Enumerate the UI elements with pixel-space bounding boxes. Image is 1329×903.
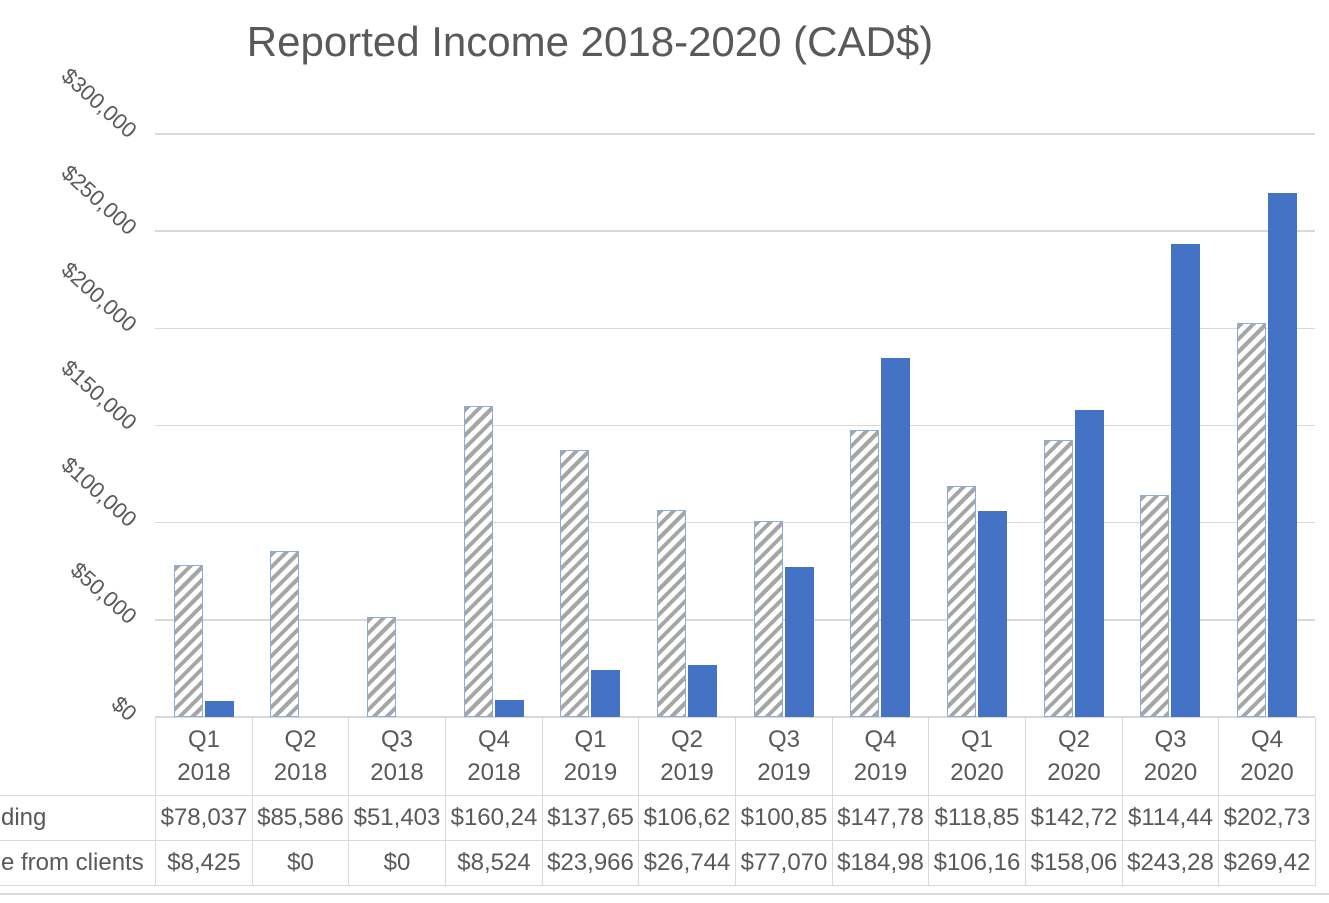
- bar-ding-Q3-2019: [753, 521, 783, 717]
- y-gridline: [155, 619, 1315, 621]
- table-value-cell: $269,42: [1218, 840, 1316, 886]
- bar-clients-Q4-2018: [494, 700, 524, 717]
- category-year: 2020: [1143, 758, 1198, 786]
- bar-clients-Q1-2018: [204, 700, 234, 717]
- table-value-cell: $85,586: [252, 795, 349, 841]
- x-axis-category-cell: Q3 2019: [735, 717, 833, 796]
- x-axis-category-cell: Q3 2020: [1122, 717, 1219, 796]
- table-value-cell: $23,966: [542, 840, 639, 886]
- category-year: 2020: [950, 758, 1004, 786]
- category-year: 2019: [563, 758, 618, 786]
- category-quarter: Q2: [284, 726, 317, 754]
- bar-ding-Q3-2018: [366, 617, 396, 717]
- category-year: 2019: [757, 758, 811, 786]
- bar-clients-Q2-2020: [1074, 409, 1104, 717]
- x-axis-category-cell: Q4 2020: [1218, 717, 1316, 796]
- x-axis-category-cell: Q1 2020: [928, 717, 1026, 796]
- table-value-cell: $243,28: [1122, 840, 1219, 886]
- table-value-cell: $158,06: [1025, 840, 1123, 886]
- y-gridline: [155, 521, 1315, 524]
- table-value-cell: $8,425: [155, 840, 253, 886]
- category-year: 2019: [853, 758, 908, 786]
- category-quarter: Q4: [864, 726, 897, 754]
- chart-title: Reported Income 2018-2020 (CAD$): [246, 18, 934, 65]
- y-gridline: [155, 133, 1315, 135]
- category-quarter: Q2: [670, 726, 703, 754]
- bar-clients-Q4-2019: [881, 357, 910, 717]
- x-axis-category-cell: Q3 2018: [348, 717, 446, 796]
- chart-bottom-border: [0, 893, 1329, 895]
- table-value-cell: $0: [252, 840, 349, 886]
- bar-ding-Q4-2020: [1236, 323, 1266, 717]
- table-value-cell: $184,98: [832, 840, 929, 886]
- bar-clients-Q3-2019: [784, 567, 814, 717]
- bar-clients-Q4-2020: [1267, 193, 1297, 717]
- bar-ding-Q4-2019: [850, 429, 879, 717]
- bar-ding-Q3-2020: [1140, 494, 1169, 717]
- bar-ding-Q4-2018: [463, 405, 493, 717]
- bar-clients-Q1-2019: [591, 670, 620, 717]
- table-value-cell: $106,16: [928, 840, 1026, 886]
- table-value-cell: $51,403: [348, 795, 446, 841]
- category-year: 2020: [1047, 758, 1101, 786]
- category-year: 2018: [177, 758, 231, 786]
- table-value-cell: $106,62: [638, 795, 736, 841]
- bar-clients-Q1-2020: [977, 510, 1007, 717]
- category-quarter: Q2: [1057, 726, 1090, 754]
- category-quarter: Q4: [1250, 726, 1283, 754]
- table-value-cell: $118,85: [928, 795, 1026, 841]
- table-value-cell: $137,65: [542, 795, 639, 841]
- category-year: 2018: [273, 758, 328, 786]
- x-axis-category-cell: Q2 2019: [638, 717, 736, 796]
- category-quarter: Q1: [187, 726, 220, 754]
- table-value-cell: $78,037: [155, 795, 253, 841]
- category-year: 2018: [467, 758, 521, 786]
- bar-ding-Q2-2018: [270, 550, 299, 717]
- x-axis-category-cell: Q1 2018: [155, 717, 253, 796]
- table-value-cell: $77,070: [735, 840, 833, 886]
- y-gridline: [155, 424, 1315, 427]
- category-quarter: Q1: [574, 726, 607, 754]
- x-axis-category-cell: Q2 2018: [252, 717, 349, 796]
- y-gridline: [155, 327, 1315, 330]
- table-value-cell: $147,78: [832, 795, 929, 841]
- x-axis-category-cell: Q4 2018: [445, 717, 543, 796]
- y-gridline: [155, 230, 1315, 232]
- category-year: 2019: [660, 758, 714, 786]
- x-axis-category-cell: Q1 2019: [542, 717, 639, 796]
- category-quarter: Q3: [1154, 726, 1187, 754]
- x-axis-category-cell: Q2 2020: [1025, 717, 1123, 796]
- table-value-cell: $8,524: [445, 840, 543, 886]
- bar-ding-Q1-2018: [173, 565, 203, 717]
- category-quarter: Q3: [380, 726, 413, 754]
- table-value-cell: $26,744: [638, 840, 736, 886]
- bar-clients-Q3-2020: [1171, 244, 1200, 717]
- table-value-cell: $202,73: [1218, 795, 1316, 841]
- category-quarter: Q3: [767, 726, 800, 754]
- bar-ding-Q2-2020: [1043, 439, 1073, 717]
- bar-ding-Q2-2019: [656, 509, 686, 717]
- table-value-cell: $100,85: [735, 795, 833, 841]
- bar-clients-Q2-2019: [687, 665, 717, 717]
- table-value-cell: $142,72: [1025, 795, 1123, 841]
- x-axis-category-cell: Q4 2019: [832, 717, 929, 796]
- bar-ding-Q1-2019: [560, 449, 589, 717]
- table-row-label: ding: [0, 795, 156, 841]
- category-quarter: Q1: [960, 726, 993, 754]
- category-quarter: Q4: [477, 726, 510, 754]
- table-row-label: e from clients: [0, 840, 156, 886]
- table-value-cell: $160,24: [445, 795, 543, 841]
- category-year: 2020: [1240, 758, 1294, 786]
- table-value-cell: $0: [348, 840, 446, 886]
- table-value-cell: $114,44: [1122, 795, 1219, 841]
- category-year: 2018: [370, 758, 424, 786]
- bar-ding-Q1-2020: [946, 486, 976, 717]
